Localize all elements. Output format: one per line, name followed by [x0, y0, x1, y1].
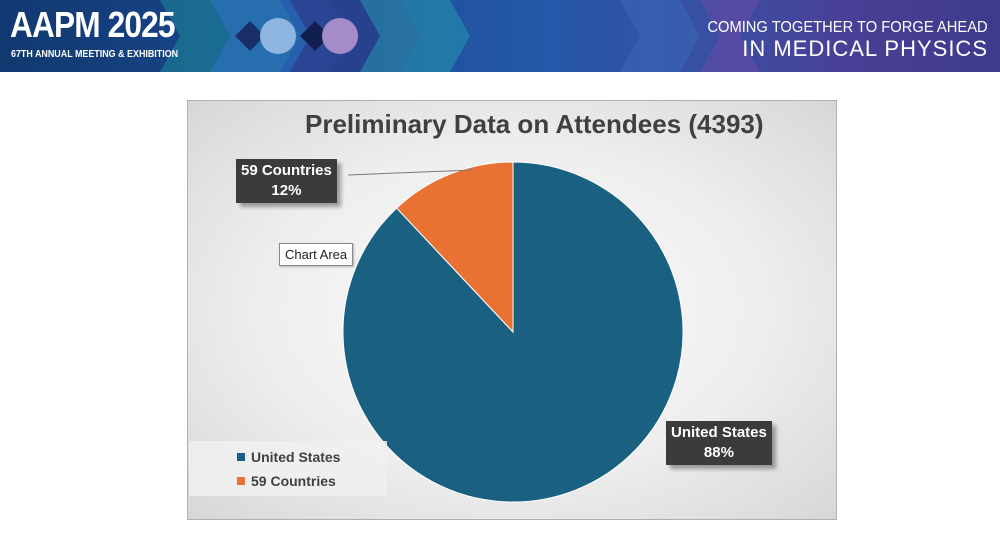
leader-line: [347, 169, 474, 176]
chart-legend[interactable]: United States 59 Countries: [189, 441, 387, 496]
data-label-countries-percent: 12%: [271, 182, 302, 199]
data-label-united-states-name: United States: [671, 424, 767, 441]
chart-area[interactable]: Preliminary Data on Attendees (4393) 59 …: [187, 100, 837, 520]
logo-subtitle: 67TH ANNUAL MEETING & EXHIBITION: [11, 48, 179, 60]
header-banner: AAPM 2025 67TH ANNUAL MEETING & EXHIBITI…: [0, 0, 1000, 72]
pie-slice-59-countries[interactable]: [395, 161, 514, 334]
legend-swatch-united-states: [237, 453, 245, 461]
pie-slice-united-states[interactable]: [342, 161, 684, 503]
legend-item-59-countries[interactable]: 59 Countries: [197, 469, 379, 493]
legend-label-59-countries: 59 Countries: [251, 473, 336, 489]
data-label-united-states-percent: 88%: [703, 444, 734, 461]
chart-title: Preliminary Data on Attendees (4393): [305, 109, 764, 139]
data-label-countries[interactable]: 59 Countries 12%: [236, 159, 337, 203]
data-label-countries-name: 59 Countries: [241, 162, 332, 179]
banner-decoration: [160, 0, 760, 72]
tagline-line-1: COMING TOGETHER TO FORGE AHEAD: [707, 19, 988, 36]
logo-title: AAPM 2025: [10, 4, 176, 45]
data-label-united-states[interactable]: United States 88%: [666, 421, 772, 465]
legend-swatch-59-countries: [237, 477, 245, 485]
legend-label-united-states: United States: [251, 449, 341, 465]
tagline-line-2: IN MEDICAL PHYSICS: [742, 36, 988, 61]
legend-item-united-states[interactable]: United States: [197, 445, 379, 469]
chart-area-tooltip: Chart Area: [279, 243, 354, 266]
pie-chart-svg: [342, 161, 684, 503]
